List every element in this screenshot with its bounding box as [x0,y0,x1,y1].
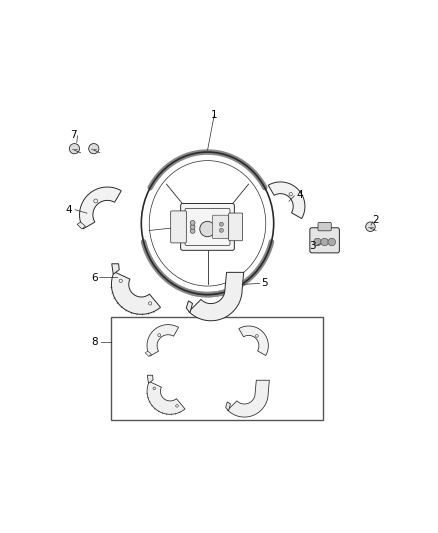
Polygon shape [112,264,119,274]
Text: 2: 2 [372,215,379,225]
Circle shape [190,224,195,229]
Polygon shape [186,301,192,313]
Polygon shape [77,222,85,229]
FancyBboxPatch shape [171,211,186,243]
Polygon shape [80,187,121,229]
Circle shape [200,221,215,237]
FancyBboxPatch shape [318,222,331,231]
Polygon shape [147,382,185,414]
FancyBboxPatch shape [229,213,243,241]
Circle shape [314,238,321,246]
FancyBboxPatch shape [180,204,234,251]
Polygon shape [239,326,268,356]
Circle shape [219,228,223,232]
Polygon shape [228,380,269,417]
Text: 1: 1 [211,110,218,120]
Circle shape [321,238,328,246]
Circle shape [88,143,99,154]
Circle shape [328,238,336,246]
Polygon shape [189,272,244,321]
Text: 3: 3 [309,241,315,251]
Circle shape [366,222,375,231]
Text: 4: 4 [66,205,72,215]
Bar [111,317,323,420]
Polygon shape [268,182,305,219]
Polygon shape [147,325,179,356]
Text: 7: 7 [70,130,77,140]
Text: 8: 8 [92,337,98,347]
Polygon shape [226,402,230,411]
Text: 6: 6 [91,273,98,282]
FancyBboxPatch shape [212,215,228,239]
Circle shape [219,222,223,226]
Polygon shape [145,351,152,357]
Circle shape [190,229,195,233]
Circle shape [190,221,195,225]
Circle shape [69,143,80,154]
FancyBboxPatch shape [310,228,339,253]
Polygon shape [111,272,160,314]
Text: 4: 4 [297,190,304,200]
Text: 5: 5 [261,278,268,288]
Polygon shape [147,375,153,383]
